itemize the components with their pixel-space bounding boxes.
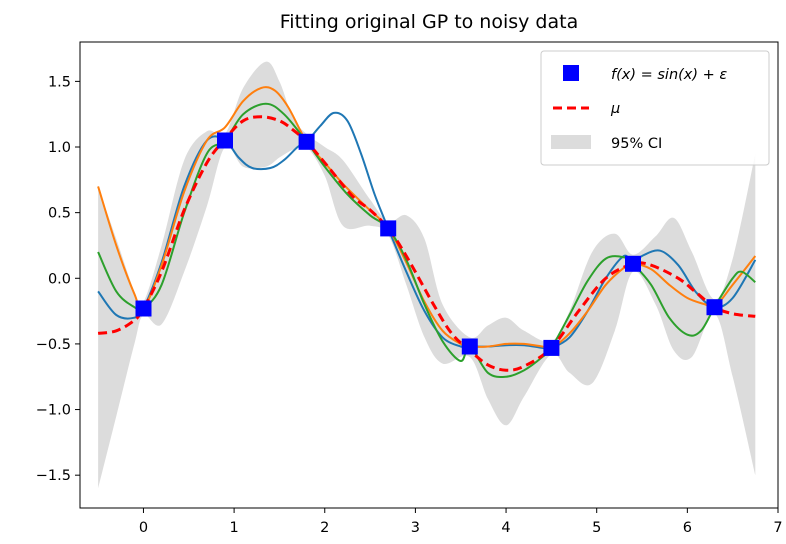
plot-area <box>97 61 757 489</box>
x-tick-label: 7 <box>773 520 782 536</box>
y-tick-label: −0.5 <box>36 337 71 353</box>
legend-data-label: f(x) = sin(x) + ε <box>611 67 727 83</box>
observation-point <box>380 220 397 237</box>
legend-box <box>540 50 770 166</box>
observation-point <box>543 339 560 356</box>
y-tick-label: 1.5 <box>48 74 71 90</box>
sample-line-2 <box>97 86 757 350</box>
x-tick-label: 0 <box>139 520 148 536</box>
y-tick-label: −1.5 <box>36 468 71 484</box>
legend: f(x) = sin(x) + ε μ 95% CI <box>540 50 770 166</box>
y-tick-label: 0.5 <box>48 206 71 222</box>
observation-point <box>625 255 641 272</box>
legend-ci-swatch <box>551 135 591 149</box>
x-tick-label: 4 <box>501 520 510 536</box>
legend-data-marker <box>563 65 579 81</box>
observation-point <box>298 133 315 150</box>
sample-line-3 <box>97 102 756 379</box>
confidence-band <box>98 61 756 489</box>
legend-mean-label: μ <box>610 101 620 117</box>
observation-point <box>461 338 478 355</box>
x-tick-label: 6 <box>683 520 692 536</box>
y-tick-label: 1.0 <box>48 140 71 156</box>
axes-frame <box>79 41 779 509</box>
x-tick-label: 5 <box>592 520 601 536</box>
observation-markers <box>135 132 723 356</box>
x-tick-label: 3 <box>411 520 420 536</box>
observation-point <box>706 299 723 316</box>
x-axis: 0 1 2 3 4 5 6 7 <box>139 508 783 536</box>
mean-line <box>97 115 756 372</box>
y-axis: −1.5 −1.0 −0.5 0.0 0.5 1.0 1.5 <box>36 74 80 484</box>
x-tick-label: 2 <box>320 520 329 536</box>
observation-point <box>217 132 233 149</box>
chart-title: Fitting original GP to noisy data <box>280 11 578 33</box>
x-tick-label: 1 <box>229 520 238 536</box>
y-tick-label: 0.0 <box>48 271 71 287</box>
observation-point <box>135 300 152 317</box>
legend-ci-label: 95% CI <box>611 136 662 152</box>
y-tick-label: −1.0 <box>36 403 71 419</box>
